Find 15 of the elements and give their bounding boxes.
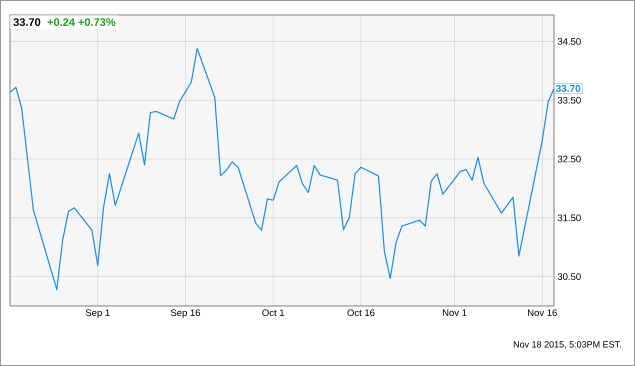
- chart-title: 33.70: [13, 18, 40, 26]
- text: Nov 18 2015, 5:03PM EST.: [514, 341, 621, 349]
- x-tick-label: Nov 1: [442, 309, 466, 316]
- y-tick-label: 30.50: [558, 273, 581, 280]
- annotation: 33.70: [556, 84, 580, 92]
- y-tick-label: 32.50: [558, 156, 581, 162]
- x-tick-label: Sep 1: [86, 309, 110, 318]
- chart-subtitle: +0.24 +0.73%: [48, 18, 116, 26]
- y-tick-label: 33.50: [558, 96, 581, 104]
- x-tick-label: Nov 16: [528, 309, 557, 316]
- x-tick-label: Sep 16: [170, 309, 200, 318]
- y-tick-label: 31.50: [558, 214, 581, 222]
- x-tick-label: Oct 16: [347, 309, 375, 316]
- x-tick-label: Oct 1: [262, 309, 284, 316]
- y-tick-label: 34.50: [558, 38, 581, 45]
